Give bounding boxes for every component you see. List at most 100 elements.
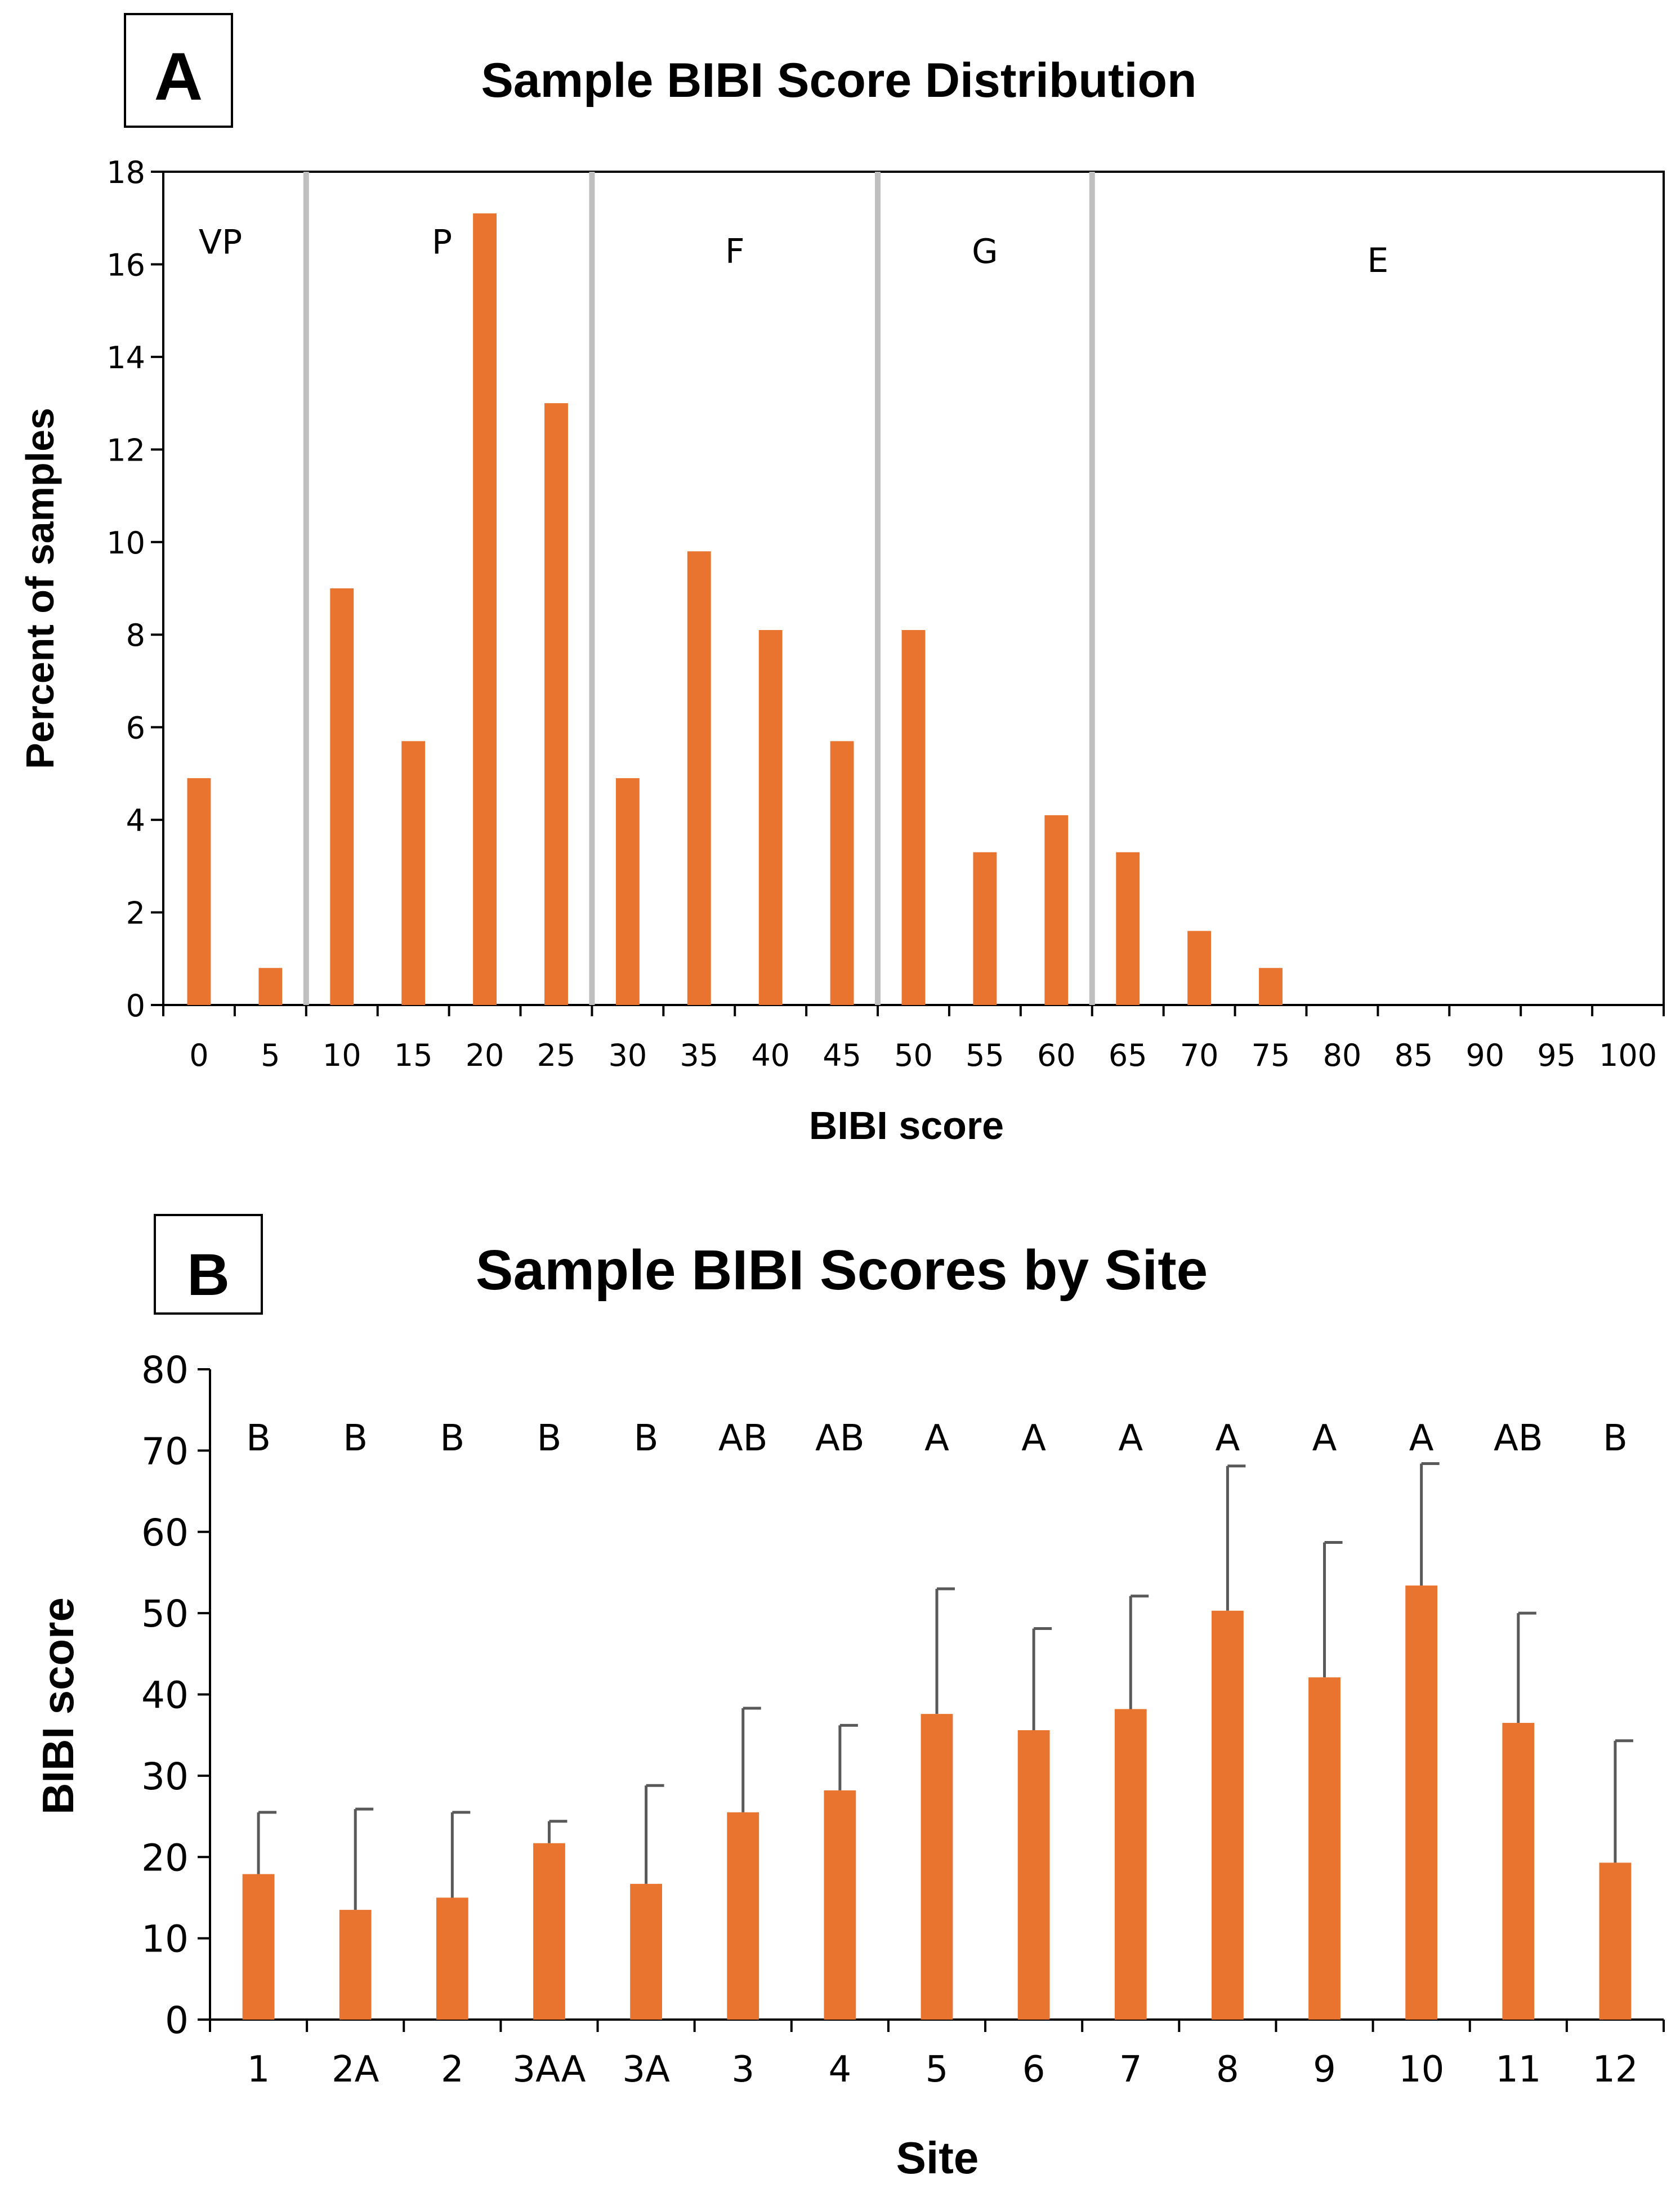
chart-a-y-axis-title: Percent of samples bbox=[18, 408, 62, 769]
chart-a-bar bbox=[901, 630, 926, 1005]
panel-b-label-box bbox=[154, 1214, 263, 1315]
chart-a-bar bbox=[687, 551, 711, 1005]
chart-b-bar bbox=[921, 1714, 953, 2020]
chart-a-x-tick-label: 15 bbox=[394, 1038, 433, 1073]
chart-a-class-label: VP bbox=[199, 222, 242, 262]
chart-a-bar bbox=[330, 588, 354, 1005]
chart-b-significance-letter: AB bbox=[718, 1418, 768, 1459]
chart-b-x-tick-label: 2 bbox=[441, 2049, 464, 2091]
chart-a-x-tick-label: 50 bbox=[894, 1038, 933, 1073]
chart-a-x-tick-label: 40 bbox=[751, 1038, 790, 1073]
chart-b-y-tick-label: 60 bbox=[141, 1511, 189, 1555]
chart-b-bar bbox=[1017, 1730, 1050, 2020]
chart-b-x-tick-label: 9 bbox=[1313, 2049, 1336, 2091]
chart-a-x-tick-label: 85 bbox=[1394, 1038, 1433, 1073]
chart-a-y-tick-label: 4 bbox=[126, 803, 145, 838]
chart-b-y-tick-label: 70 bbox=[141, 1430, 189, 1473]
chart-a-class-label: G bbox=[972, 232, 998, 271]
chart-b-x-tick-label: 6 bbox=[1022, 2049, 1045, 2091]
chart-b-bar bbox=[1405, 1585, 1438, 2020]
chart-b-y-tick-label: 20 bbox=[141, 1836, 189, 1879]
chart-b-y-tick-label: 30 bbox=[141, 1755, 189, 1798]
chart-a-plot: 0 2 4 6 8 10 12 14 16 18 0 5 10 15 20 25 30 35 40 45 50 55 60 6… bbox=[106, 155, 1665, 1073]
chart-b-bar bbox=[824, 1790, 856, 2020]
chart-b-y-tick-label: 40 bbox=[141, 1674, 189, 1717]
chart-a-x-axis-title: BIBI score bbox=[809, 1104, 1004, 1147]
chart-b-x-tick-label: 11 bbox=[1495, 2049, 1541, 2091]
chart-b-x-tick-label: 8 bbox=[1216, 2049, 1239, 2091]
chart-b-bar bbox=[242, 1874, 275, 2020]
chart-b-x-tick-label: 10 bbox=[1398, 2049, 1444, 2091]
chart-b-x-tick-label: 3A bbox=[622, 2049, 670, 2091]
chart-a-class-label: E bbox=[1367, 241, 1388, 280]
chart-a-y-tick-label: 18 bbox=[106, 155, 145, 190]
chart-b-bar bbox=[436, 1897, 468, 2020]
chart-a-bar bbox=[1187, 931, 1212, 1005]
chart-b-significance-letter: AB bbox=[1494, 1418, 1543, 1459]
chart-b-y-tick-label: 50 bbox=[141, 1592, 189, 1636]
chart-b-bar bbox=[630, 1883, 663, 2020]
chart-a-bar bbox=[401, 741, 426, 1005]
chart-b-x-axis-title: Site bbox=[896, 2133, 979, 2183]
chart-b-x-tick-label: 12 bbox=[1592, 2049, 1638, 2091]
chart-b-y-tick-label: 0 bbox=[165, 1999, 189, 2042]
chart-b-bar bbox=[727, 1812, 759, 2020]
chart-b-x-tick-label: 5 bbox=[926, 2049, 949, 2091]
chart-b-significance-letter: A bbox=[1118, 1418, 1143, 1459]
chart-a-x-tick-label: 35 bbox=[680, 1038, 718, 1073]
panel-a: A Sample BIBI Score Distribution 0 2 4 6 8 10… bbox=[18, 13, 1665, 1147]
chart-b-significance-letter: A bbox=[1409, 1418, 1434, 1459]
chart-b-y-tick-label: 10 bbox=[141, 1918, 189, 1961]
chart-a-y-tick-label: 0 bbox=[126, 988, 145, 1024]
chart-b-y-axis-title: BIBI score bbox=[33, 1597, 83, 1815]
panel-b: B Sample BIBI Scores by Site 0 10 20 30 40 50… bbox=[33, 1214, 1665, 2183]
chart-a-bar bbox=[1044, 815, 1069, 1005]
chart-b-bar bbox=[1599, 1863, 1632, 2020]
chart-a-x-tick-label: 20 bbox=[466, 1038, 504, 1073]
chart-a-bar bbox=[758, 630, 783, 1005]
chart-b-significance-letter: A bbox=[924, 1418, 949, 1459]
chart-a-bar bbox=[258, 968, 283, 1005]
chart-b-significance-letter: AB bbox=[815, 1418, 865, 1459]
chart-b-significance-letter: B bbox=[440, 1418, 464, 1459]
chart-a-y-tick-label: 14 bbox=[106, 340, 145, 376]
chart-a-x-tick-label: 60 bbox=[1037, 1038, 1076, 1073]
chart-a-x-tick-label: 10 bbox=[323, 1038, 361, 1073]
chart-b-x-tick-label: 3 bbox=[731, 2049, 754, 2091]
chart-a-y-tick-label: 8 bbox=[126, 618, 145, 653]
chart-a-y-tick-label: 16 bbox=[106, 247, 145, 283]
chart-a-bar bbox=[544, 403, 568, 1005]
chart-a-y-tick-label: 2 bbox=[126, 896, 145, 931]
chart-a-bar bbox=[830, 741, 854, 1005]
chart-a-x-tick-label: 5 bbox=[261, 1038, 280, 1073]
chart-b-significance-letter: B bbox=[1603, 1418, 1628, 1459]
chart-a-x-tick-label: 55 bbox=[966, 1038, 1004, 1073]
chart-a-x-tick-label: 80 bbox=[1323, 1038, 1362, 1073]
chart-b-significance-letter: B bbox=[246, 1418, 271, 1459]
chart-b-bar bbox=[1114, 1709, 1147, 2020]
chart-b-significance-letter: B bbox=[343, 1418, 368, 1459]
chart-a-title: Sample BIBI Score Distribution bbox=[481, 53, 1196, 108]
chart-b-significance-letter: B bbox=[634, 1418, 659, 1459]
panel-b-label: B bbox=[187, 1242, 230, 1308]
chart-a-x-tick-label: 65 bbox=[1109, 1038, 1147, 1073]
chart-b-bar bbox=[1308, 1677, 1341, 2020]
chart-a-x-tick-label: 0 bbox=[189, 1038, 208, 1073]
chart-b-bar bbox=[339, 1910, 372, 2020]
chart-a-x-tick-label: 45 bbox=[823, 1038, 861, 1073]
chart-a-x-tick-label: 70 bbox=[1180, 1038, 1219, 1073]
chart-a-y-tick-label: 6 bbox=[126, 711, 145, 746]
chart-a-x-tick-label: 75 bbox=[1252, 1038, 1290, 1073]
chart-b-bar bbox=[1502, 1723, 1535, 2020]
chart-a-x-tick-label: 25 bbox=[537, 1038, 576, 1073]
chart-a-bar bbox=[1116, 852, 1140, 1005]
chart-b-significance-letter: B bbox=[537, 1418, 562, 1459]
chart-a-x-tick-label: 95 bbox=[1537, 1038, 1576, 1073]
chart-a-bar bbox=[615, 778, 640, 1005]
chart-a-x-tick-label: 100 bbox=[1599, 1038, 1657, 1073]
chart-b-x-tick-label: 1 bbox=[247, 2049, 270, 2091]
chart-a-bar bbox=[187, 778, 211, 1005]
chart-b-x-tick-label: 2A bbox=[332, 2049, 379, 2091]
chart-b-significance-letter: A bbox=[1021, 1418, 1046, 1459]
chart-a-bar bbox=[973, 852, 997, 1005]
